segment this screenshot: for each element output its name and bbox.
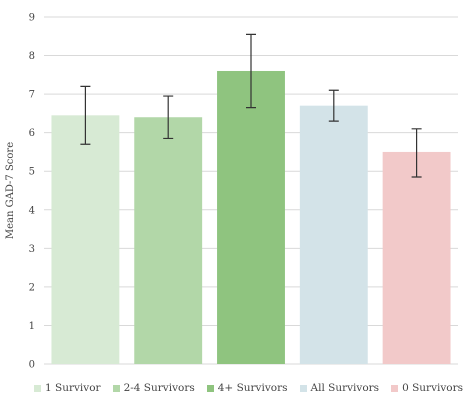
y-tick-label: 7 [29,90,35,101]
legend-item: 0 Survivors [391,382,463,394]
legend-item: 2-4 Survivors [112,382,195,394]
legend-item: 4+ Survivors [206,382,288,394]
legend-swatch [34,384,41,392]
bar-2-4-survivors [134,117,203,364]
y-axis-label: Mean GAD-7 Score [5,142,16,239]
bar-0-survivors [382,151,451,364]
legend-item: 1 Survivor [34,382,101,394]
y-tick-label: 1 [29,321,35,332]
legend-swatch [391,384,399,392]
legend-label: 1 Survivor [45,382,101,394]
error-bar [80,85,91,145]
y-tick-label: 3 [29,244,35,255]
bar-1-survivor [51,115,120,364]
error-bar [411,128,422,178]
error-bar [246,33,256,109]
legend-label: 2-4 Survivors [123,382,195,394]
error-bar [328,89,339,122]
bar-all-survivors [299,105,368,364]
error-bars [80,33,422,178]
y-tick-label: 8 [29,51,35,62]
legend-label: All Survivors [310,382,380,394]
y-tick-label: 5 [29,167,35,178]
legend: 1 Survivor 2-4 Survivors 4+ Survivors All S… [34,382,463,394]
legend-swatch [299,384,307,392]
y-tick-label: 4 [29,205,35,216]
legend-item: All Survivors [299,382,380,394]
bar-4-survivors [217,70,285,364]
legend-label: 0 Survivors [402,382,464,394]
legend-label: 4+ Survivors [217,382,288,394]
y-tick-label: 0 [29,360,35,371]
legend-swatch [206,384,214,392]
y-tick-label: 6 [29,128,35,139]
error-bar [163,95,174,140]
bars [51,70,451,364]
y-tick-labels: 0 1 2 3 4 5 6 7 8 9 [29,13,35,371]
y-tick-label: 9 [29,13,35,24]
legend-swatch [112,384,120,392]
y-tick-label: 2 [29,282,35,293]
